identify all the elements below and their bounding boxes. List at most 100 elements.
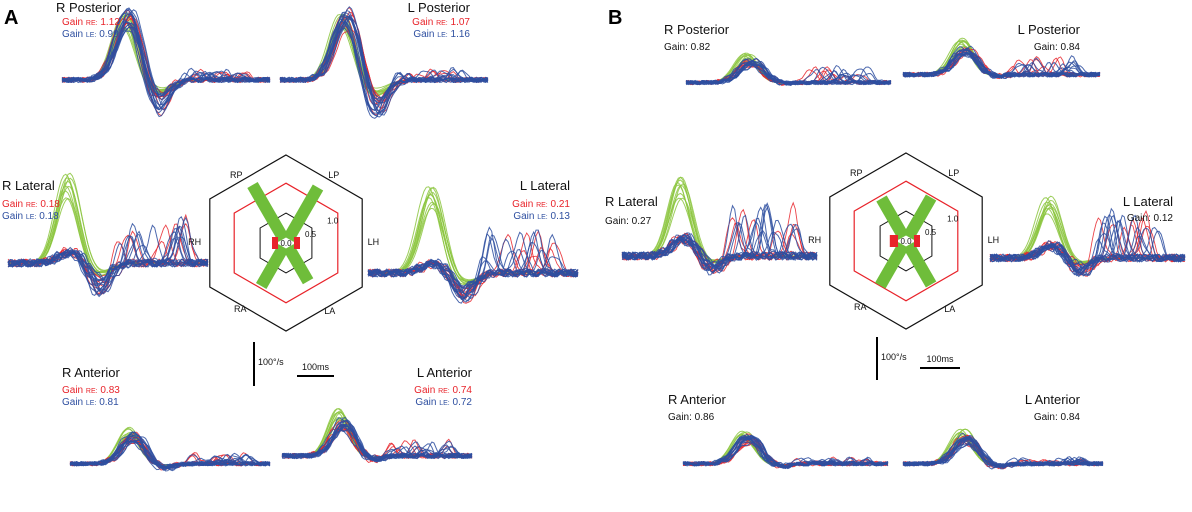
- head-velocity-line: [686, 57, 891, 84]
- eye-velocity-line: [621, 204, 818, 271]
- gain-bar-rh: [889, 235, 898, 247]
- gain-bar-ra: [256, 244, 289, 289]
- eye-velocity-line: [69, 439, 271, 472]
- b-canal-gain-hexagon: 0.0 0.5 1.0 RP LP LH LA RA RH: [808, 152, 999, 330]
- trace-title: L Lateral: [520, 178, 570, 193]
- gain-0-5-ring: [259, 212, 313, 274]
- gain-le-label: Gain LE: 0.72: [415, 397, 472, 408]
- eye-velocity-line: [279, 18, 489, 112]
- eye-velocity-line: [621, 217, 818, 272]
- canal-label-lh: LH: [368, 237, 380, 247]
- eye-velocity-line: [279, 21, 488, 106]
- eye-velocity-line: [7, 225, 209, 296]
- gain-re-label: Gain RE: 0.74: [414, 385, 472, 396]
- eye-velocity-line: [61, 12, 271, 114]
- time-scale-label: 100ms: [302, 362, 330, 372]
- eye-velocity-line: [367, 256, 579, 301]
- a-canal-gain-hexagon: 0.0 0.5 1.0 RP LP LH LA RA RH: [188, 154, 380, 332]
- eye-velocity-line: [367, 230, 579, 302]
- gain-re-label: Gain RE: 0.18: [2, 199, 60, 210]
- eye-velocity-line: [70, 441, 271, 472]
- gain-re-label: Gain RE: 1.07: [412, 17, 470, 28]
- canal-label-lp: LP: [328, 170, 339, 180]
- canal-label-la: LA: [324, 306, 335, 316]
- eye-velocity-line: [902, 45, 1101, 78]
- gain-re-label: Gain RE: 0.21: [512, 199, 570, 210]
- trace-title: L Anterior: [417, 365, 473, 380]
- eye-velocity-line: [279, 27, 489, 114]
- head-velocity-line: [70, 428, 270, 466]
- gain-bar-lh: [914, 235, 920, 247]
- trace-title: L Anterior: [1025, 392, 1081, 407]
- gain-re-label: Gain RE: 0.83: [62, 385, 120, 396]
- head-velocity-line: [683, 431, 888, 466]
- velocity-scale-label: 100°/s: [881, 352, 907, 362]
- eye-velocity-line: [61, 26, 271, 97]
- eye-velocity-line: [682, 435, 889, 467]
- gain-le-label: Gain LE: 0.99: [62, 29, 119, 40]
- eye-velocity-line: [281, 425, 473, 461]
- canal-label-rp: RP: [230, 170, 243, 180]
- eye-velocity-line: [7, 238, 209, 293]
- eye-velocity-line: [367, 231, 579, 300]
- eye-velocity-line: [621, 214, 818, 269]
- gain-le-label: Gain LE: 0.18: [2, 211, 59, 222]
- eye-velocity-line: [61, 26, 271, 111]
- gain-bar-lp: [283, 184, 324, 242]
- gain-bar-la: [283, 244, 314, 285]
- gain-bar-rp: [247, 182, 289, 242]
- gain-label: Gain: 0.82: [664, 42, 711, 53]
- canal-label-rh: RH: [808, 235, 821, 245]
- eye-velocity-line: [902, 52, 1101, 79]
- eye-velocity-line: [281, 419, 473, 462]
- b-scale-bar: 100°/s 100ms: [876, 337, 960, 380]
- eye-velocity-line: [7, 215, 209, 282]
- eye-velocity-line: [902, 437, 1104, 470]
- canal-label-ra: RA: [854, 302, 867, 312]
- trace-title: R Posterior: [56, 0, 122, 15]
- canal-label-rh: RH: [188, 237, 201, 247]
- gain-bar-ra: [875, 242, 909, 289]
- eye-velocity-line: [61, 21, 271, 111]
- head-velocity-line: [686, 59, 891, 84]
- eye-velocity-line: [685, 58, 892, 86]
- eye-velocity-line: [621, 206, 818, 275]
- b-trace-l-anterior: L Anterior Gain: 0.84: [902, 392, 1104, 470]
- ring-tick-label: 0.0: [280, 239, 292, 248]
- time-scale-label: 100ms: [926, 354, 954, 364]
- trace-title: R Lateral: [2, 178, 55, 193]
- eye-velocity-line: [61, 7, 271, 97]
- gain-0-5-ring: [879, 210, 933, 272]
- gain-label: Gain: 0.86: [668, 412, 715, 423]
- head-velocity-line: [686, 61, 891, 84]
- gain-bar-rh: [272, 237, 278, 249]
- eye-velocity-line: [989, 214, 1186, 276]
- b-trace-l-lateral: L Lateral Gain: 0.12: [989, 194, 1186, 278]
- trace-title: L Posterior: [408, 0, 471, 15]
- eye-velocity-line: [279, 9, 489, 100]
- b-trace-r-posterior: R Posterior Gain: 0.82: [664, 22, 892, 87]
- b-trace-r-lateral: R Lateral Gain: 0.27: [605, 176, 818, 276]
- head-velocity-line: [683, 430, 888, 466]
- trace-title: R Anterior: [668, 392, 726, 407]
- gain-re-label: Gain RE: 1.12: [62, 17, 120, 28]
- head-velocity-line: [70, 427, 270, 466]
- canal-label-ra: RA: [234, 304, 247, 314]
- eye-velocity-line: [7, 243, 209, 288]
- a-scale-bar: 100°/s 100ms: [253, 342, 334, 386]
- gain-le-label: Gain LE: 0.81: [62, 397, 119, 408]
- gain-label: Gain: 0.84: [1034, 42, 1081, 53]
- panel-letter-a: A: [4, 7, 18, 29]
- eye-velocity-refixation-line: [61, 15, 271, 98]
- canal-label-la: LA: [944, 304, 955, 314]
- eye-velocity-line: [902, 437, 1104, 468]
- gain-bar-lp: [903, 194, 937, 240]
- gain-bar-la: [903, 242, 937, 288]
